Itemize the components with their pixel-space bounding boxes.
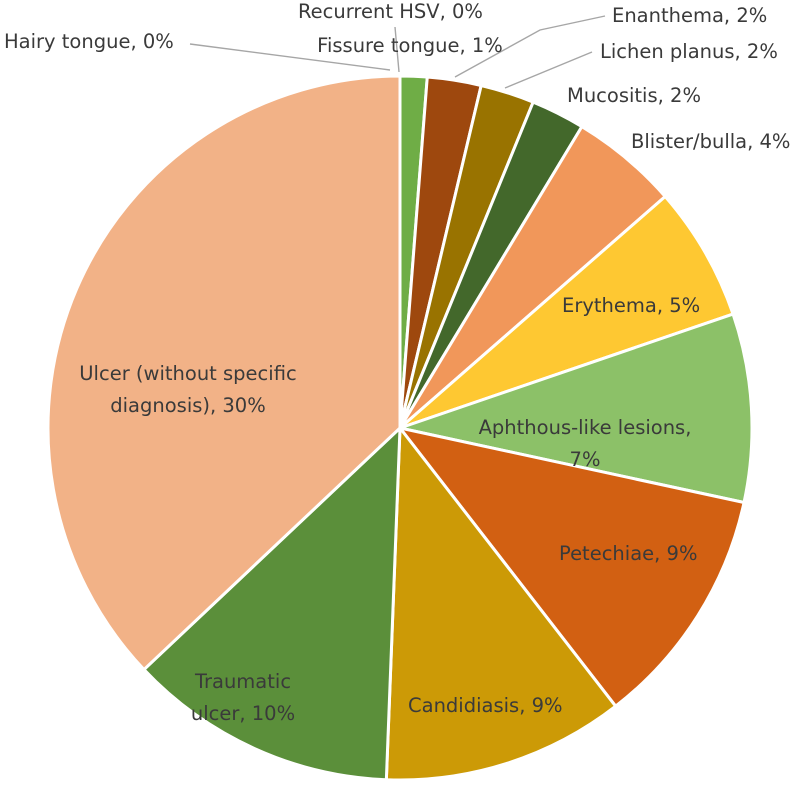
slice-label: Fissure tongue, 1%: [317, 34, 503, 57]
leader-line: [189, 43, 391, 71]
slice-label: Candidiasis, 9%: [408, 694, 563, 717]
slice-label: Aphthous-like lesions, 7%: [479, 416, 692, 471]
pie-slice-petechiae: [398, 426, 746, 708]
pie-slice-traumatic-ulcer: [142, 426, 402, 782]
slice-label: Traumatic ulcer, 10%: [191, 670, 295, 725]
slice-labels: Fissure tongue, 1% Enanthema, 2% Lichen pl…: [4, 0, 790, 725]
slice-label: Lichen planus, 2%: [600, 40, 778, 63]
pie-slice-ulcer-without-specific-diagnosis: [46, 74, 402, 672]
leader-lines: [189, 15, 606, 89]
leader-line: [454, 15, 606, 78]
slice-label: Recurrent HSV, 0%: [298, 0, 483, 23]
leader-line: [504, 51, 593, 89]
slice-label: Hairy tongue, 0%: [4, 30, 174, 53]
pie-slice-aphthous-like-lesions: [398, 312, 754, 505]
pie-slices: [46, 74, 754, 782]
slice-label: Enanthema, 2%: [612, 4, 767, 27]
slice-label: Erythema, 5%: [562, 294, 700, 317]
slice-label: Mucositis, 2%: [567, 84, 701, 107]
slice-label: Petechiae, 9%: [559, 542, 697, 565]
pie-slice-erythema: [398, 195, 735, 430]
slice-label: Blister/bulla, 4%: [631, 130, 790, 153]
leader-line: [394, 26, 400, 73]
slice-label: Ulcer (without specific diagnosis), 30%: [79, 362, 296, 417]
pie-slice-candidiasis: [384, 426, 618, 782]
